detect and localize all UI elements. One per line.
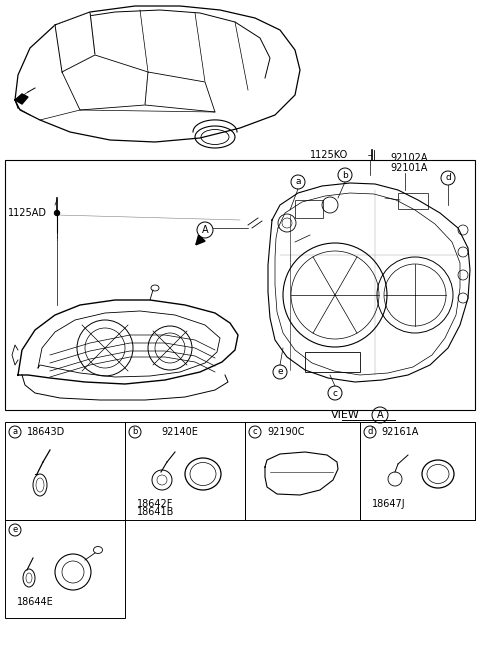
Text: 18643D: 18643D — [27, 427, 65, 437]
Text: 1125KO: 1125KO — [310, 150, 348, 160]
Text: a: a — [295, 178, 301, 186]
Circle shape — [55, 211, 60, 216]
Text: A: A — [377, 410, 384, 420]
Text: 92190C: 92190C — [267, 427, 304, 437]
Polygon shape — [145, 72, 215, 112]
Text: e: e — [12, 525, 18, 535]
Text: 92101A: 92101A — [390, 163, 427, 173]
Polygon shape — [62, 55, 148, 110]
Text: e: e — [277, 367, 283, 377]
Text: a: a — [12, 428, 18, 436]
Text: 92161A: 92161A — [381, 427, 419, 437]
Text: 18641B: 18641B — [137, 507, 174, 517]
Text: 92102A: 92102A — [390, 153, 428, 163]
Text: b: b — [342, 171, 348, 180]
Text: c: c — [333, 388, 337, 398]
Text: 1125AD: 1125AD — [8, 208, 47, 218]
Text: A: A — [202, 225, 208, 235]
Text: VIEW: VIEW — [331, 410, 360, 420]
Text: d: d — [445, 173, 451, 182]
Text: 18642F: 18642F — [137, 499, 173, 509]
Text: c: c — [252, 428, 257, 436]
Text: d: d — [367, 428, 372, 436]
Text: 18647J: 18647J — [372, 499, 406, 509]
Text: 92140E: 92140E — [162, 427, 198, 437]
Text: b: b — [132, 428, 138, 436]
Polygon shape — [55, 12, 95, 72]
Polygon shape — [15, 94, 28, 104]
Text: 18644E: 18644E — [17, 597, 54, 607]
